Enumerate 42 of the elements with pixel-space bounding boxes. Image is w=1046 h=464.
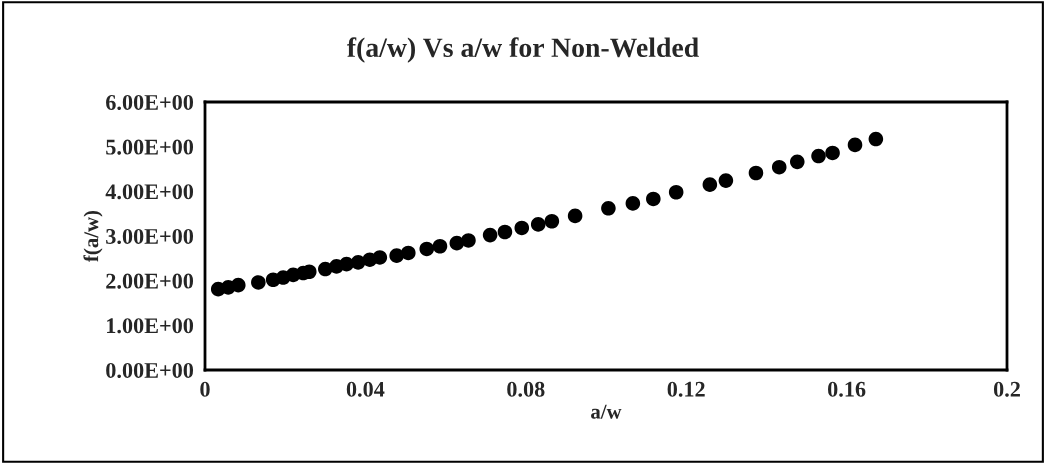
point (868, 131, 884, 147)
point (789, 154, 805, 170)
point (251, 275, 266, 290)
y-tick-label: 0.00E+00 (106, 362, 194, 379)
chart-title: f(a/w) Vs a/w for Non-Welded (347, 37, 699, 63)
point (419, 241, 435, 257)
point (668, 184, 684, 200)
point (432, 238, 448, 254)
point (702, 177, 718, 192)
y-axis-title: f(a/w) (83, 210, 103, 262)
x-tick-label: 0.12 (667, 381, 705, 397)
point (482, 227, 498, 243)
point (514, 220, 530, 236)
point (530, 217, 546, 232)
point (461, 233, 476, 248)
point (718, 173, 734, 188)
x-tick-label: 0 (200, 381, 210, 397)
y-tick-label: 6.00E+00 (106, 94, 194, 111)
point (567, 208, 583, 224)
y-tick-label: 5.00E+00 (106, 139, 194, 155)
point (646, 191, 661, 207)
point (748, 165, 764, 181)
x-tick-label: 0.16 (828, 381, 866, 397)
point (847, 137, 863, 153)
x-tick-label: 0.2 (993, 381, 1020, 397)
point (771, 159, 787, 175)
point (601, 201, 616, 216)
point (231, 277, 246, 293)
x-tick-label: 0.04 (346, 381, 385, 397)
y-tick-label: 3.00E+00 (106, 228, 194, 245)
point (625, 196, 641, 211)
point (401, 245, 416, 261)
point (544, 213, 560, 229)
y-tick-label: 4.00E+00 (105, 184, 194, 200)
x-axis-title: a/w (591, 404, 622, 419)
point (825, 145, 840, 161)
point (811, 148, 826, 164)
y-tick-label: 2.00E+00 (106, 273, 194, 289)
point (497, 224, 513, 240)
point (372, 250, 388, 265)
x-tick-label: 0.08 (507, 381, 545, 397)
y-tick-label: 1.00E+00 (107, 318, 194, 334)
